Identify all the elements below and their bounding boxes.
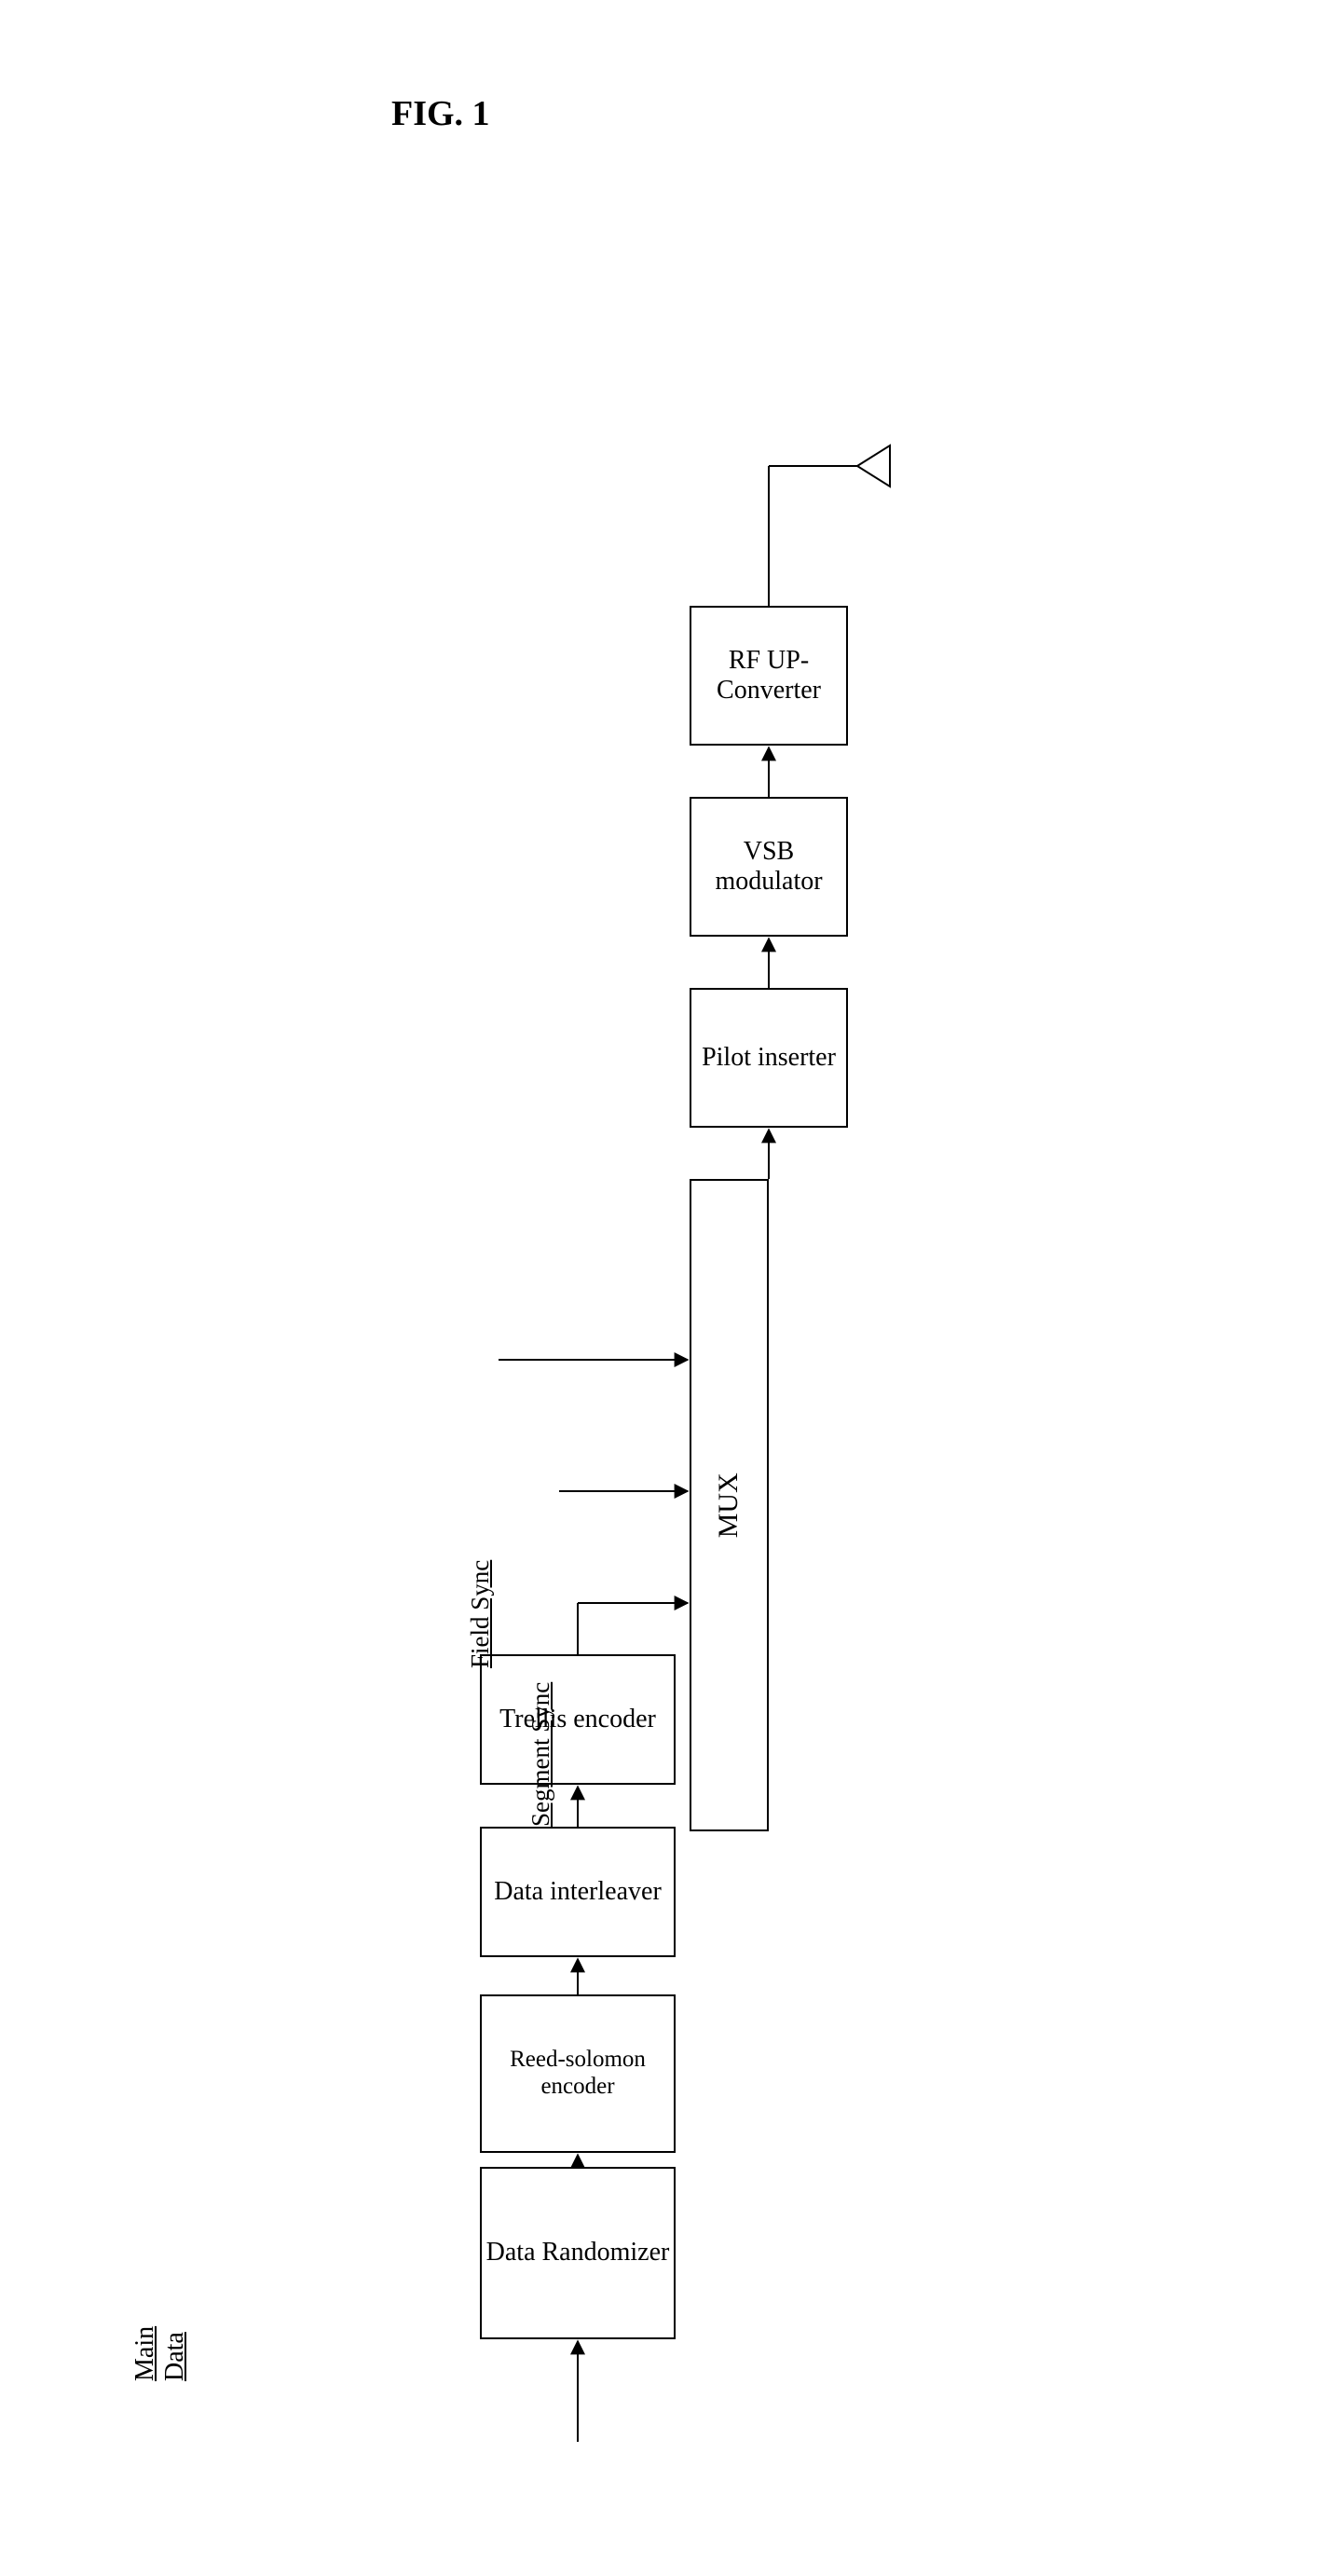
block-data-interleaver: Data interleaver bbox=[480, 1827, 676, 1957]
block-mux: MUX bbox=[690, 1179, 769, 1831]
block-vsb-modulator: VSB modulator bbox=[690, 797, 848, 937]
segment-sync-label: Segment Sync bbox=[526, 1682, 555, 1827]
block-label: RF UP- Converter bbox=[691, 646, 846, 706]
block-pilot-inserter: Pilot inserter bbox=[690, 988, 848, 1128]
block-data-randomizer: Data Randomizer bbox=[480, 2167, 676, 2339]
block-rf-up-converter: RF UP- Converter bbox=[690, 606, 848, 746]
block-label: Data interleaver bbox=[494, 1877, 662, 1907]
block-label: Data Randomizer bbox=[486, 2238, 670, 2268]
block-label: Trellis encoder bbox=[499, 1705, 656, 1734]
figure-title: FIG. 1 bbox=[391, 93, 490, 134]
block-label: Reed-solomon encoder bbox=[482, 2047, 674, 2101]
antenna-icon bbox=[769, 445, 890, 486]
field-sync-label: Field Sync bbox=[466, 1560, 495, 1668]
block-label: Pilot inserter bbox=[702, 1043, 836, 1073]
diagram-canvas: FIG. 1 Main Data Data Randomizer Reed-so… bbox=[0, 0, 1326, 2576]
block-label: MUX bbox=[713, 1473, 745, 1538]
block-reed-solomon-encoder: Reed-solomon encoder bbox=[480, 1994, 676, 2153]
block-label: VSB modulator bbox=[691, 837, 846, 897]
main-data-label: Main Data bbox=[130, 2326, 190, 2381]
block-trellis-encoder: Trellis encoder bbox=[480, 1654, 676, 1785]
